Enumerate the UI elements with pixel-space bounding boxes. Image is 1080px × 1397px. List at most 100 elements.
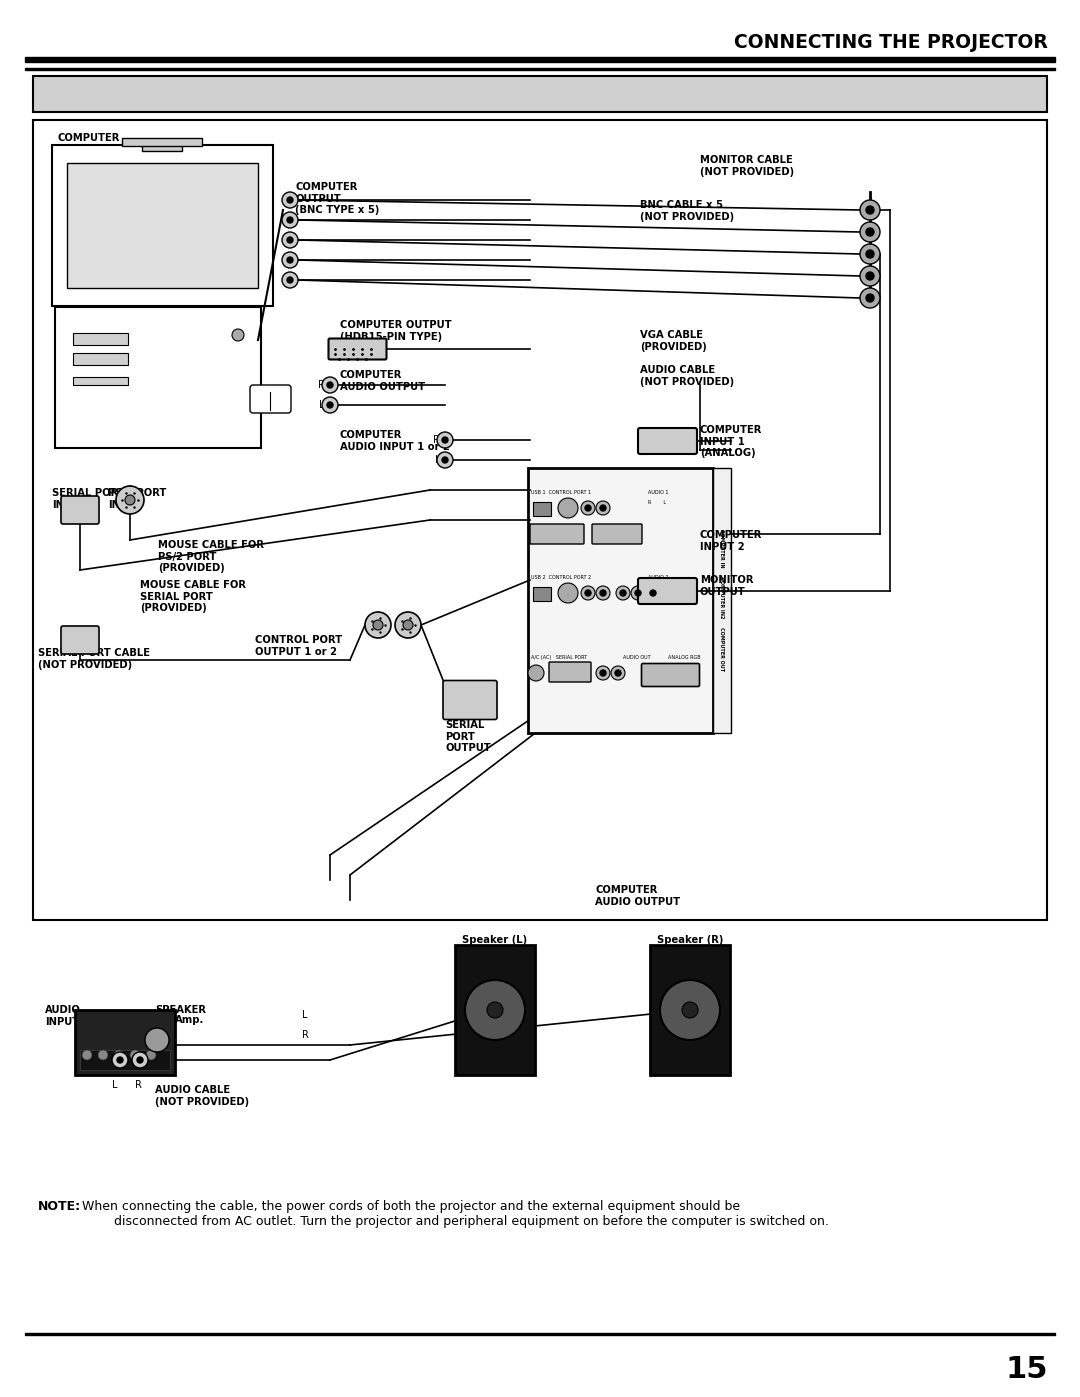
Text: MOUSE CABLE FOR
PS/2 PORT
(PROVIDED): MOUSE CABLE FOR PS/2 PORT (PROVIDED): [158, 541, 264, 573]
Circle shape: [465, 981, 525, 1039]
Circle shape: [437, 432, 453, 448]
Circle shape: [615, 671, 621, 676]
Bar: [75, 1010, 175, 1076]
Bar: [73, 332, 129, 345]
Circle shape: [282, 272, 298, 288]
FancyBboxPatch shape: [642, 664, 700, 686]
Circle shape: [860, 288, 880, 307]
Circle shape: [860, 265, 880, 286]
Circle shape: [646, 585, 660, 599]
FancyBboxPatch shape: [549, 662, 591, 682]
Text: L: L: [320, 400, 325, 409]
Text: COMPUTER
AUDIO OUTPUT: COMPUTER AUDIO OUTPUT: [340, 370, 426, 391]
Text: AUDIO CABLE
(NOT PROVIDED): AUDIO CABLE (NOT PROVIDED): [156, 1085, 249, 1106]
Circle shape: [866, 205, 874, 214]
Circle shape: [132, 1052, 148, 1067]
Circle shape: [596, 585, 610, 599]
FancyBboxPatch shape: [60, 626, 99, 654]
Circle shape: [82, 1051, 92, 1060]
Bar: [713, 468, 731, 733]
Text: SERIAL
PORT
OUTPUT: SERIAL PORT OUTPUT: [445, 719, 490, 753]
Bar: [33, 75, 1047, 112]
Text: R        L: R L: [648, 500, 666, 504]
FancyBboxPatch shape: [530, 524, 584, 543]
Circle shape: [114, 1051, 124, 1060]
Circle shape: [322, 377, 338, 393]
Text: AUDIO 1: AUDIO 1: [648, 490, 669, 495]
Text: DIGITAL: DIGITAL: [593, 528, 612, 534]
Text: COMPUTER
AUDIO INPUT 1 or 2: COMPUTER AUDIO INPUT 1 or 2: [340, 430, 450, 451]
Text: COMPUTER
INPUT 1
(ANALOG): COMPUTER INPUT 1 (ANALOG): [700, 425, 762, 458]
Circle shape: [611, 666, 625, 680]
Circle shape: [327, 402, 333, 408]
Text: VGA CABLE
(PROVIDED): VGA CABLE (PROVIDED): [640, 330, 706, 352]
Text: ANALOG RGB: ANALOG RGB: [669, 655, 701, 659]
Circle shape: [125, 495, 135, 504]
Bar: [528, 468, 713, 733]
Circle shape: [442, 437, 448, 443]
Bar: [73, 377, 129, 386]
Text: CONNECTING AN IBM-COMPATIBLE DESKTOP COMPUTER: CONNECTING AN IBM-COMPATIBLE DESKTOP COM…: [266, 85, 814, 103]
Circle shape: [287, 197, 293, 203]
Circle shape: [660, 981, 720, 1039]
FancyBboxPatch shape: [52, 145, 273, 306]
Bar: [67, 163, 258, 288]
FancyBboxPatch shape: [638, 427, 697, 454]
Text: COMPUTER
OUTPUT
(BNC TYPE x 5): COMPUTER OUTPUT (BNC TYPE x 5): [295, 182, 379, 215]
Text: AUDIO 2: AUDIO 2: [648, 576, 669, 580]
FancyBboxPatch shape: [55, 307, 261, 448]
Circle shape: [282, 212, 298, 228]
Circle shape: [322, 397, 338, 414]
Text: CONTROL PORT
OUTPUT 1 or 2: CONTROL PORT OUTPUT 1 or 2: [255, 636, 342, 657]
Text: AUDIO OUT: AUDIO OUT: [623, 655, 650, 659]
Text: COMPUTER OUTPUT
(HDB15-PIN TYPE): COMPUTER OUTPUT (HDB15-PIN TYPE): [340, 320, 451, 342]
Circle shape: [282, 251, 298, 268]
Text: When connecting the cable, the power cords of both the projector and the externa: When connecting the cable, the power cor…: [78, 1200, 828, 1228]
Text: COMPUTER: COMPUTER: [58, 133, 120, 142]
Circle shape: [600, 671, 606, 676]
Circle shape: [232, 330, 244, 341]
Text: Amp.: Amp.: [175, 1016, 204, 1025]
Circle shape: [650, 590, 656, 597]
Circle shape: [681, 1002, 698, 1018]
Circle shape: [866, 272, 874, 279]
Circle shape: [620, 590, 626, 597]
Circle shape: [116, 486, 144, 514]
Circle shape: [287, 237, 293, 243]
Circle shape: [860, 244, 880, 264]
Text: R: R: [301, 1030, 309, 1039]
Circle shape: [130, 1051, 140, 1060]
Circle shape: [616, 585, 630, 599]
FancyBboxPatch shape: [592, 524, 642, 543]
Circle shape: [631, 585, 645, 599]
Circle shape: [403, 620, 413, 630]
Text: MOUSE CABLE FOR
SERIAL PORT
(PROVIDED): MOUSE CABLE FOR SERIAL PORT (PROVIDED): [140, 580, 246, 613]
Text: R: R: [135, 1080, 141, 1090]
Text: AUDIO
INPUT: AUDIO INPUT: [45, 1004, 81, 1027]
FancyBboxPatch shape: [443, 680, 497, 719]
Bar: [534, 502, 551, 515]
Circle shape: [581, 585, 595, 599]
Circle shape: [112, 1052, 129, 1067]
Text: NOTE:: NOTE:: [38, 1200, 81, 1213]
Circle shape: [596, 502, 610, 515]
Circle shape: [487, 1002, 503, 1018]
Text: AUDIO CABLE
(NOT PROVIDED): AUDIO CABLE (NOT PROVIDED): [640, 365, 734, 387]
Circle shape: [558, 583, 578, 604]
Circle shape: [585, 590, 591, 597]
Circle shape: [600, 504, 606, 511]
Text: COMPUTER
AUDIO OUTPUT: COMPUTER AUDIO OUTPUT: [595, 886, 680, 907]
Bar: [25, 1333, 1055, 1336]
FancyBboxPatch shape: [328, 338, 387, 359]
Bar: [25, 68, 1055, 70]
Circle shape: [866, 293, 874, 302]
Circle shape: [860, 200, 880, 219]
Circle shape: [145, 1028, 168, 1052]
Text: ANALOG: ANALOG: [531, 528, 552, 534]
Text: USB 1  CONTROL PORT 1: USB 1 CONTROL PORT 1: [531, 490, 591, 495]
Text: SERIAL PORT CABLE
(NOT PROVIDED): SERIAL PORT CABLE (NOT PROVIDED): [38, 648, 150, 669]
Circle shape: [327, 381, 333, 388]
Circle shape: [395, 612, 421, 638]
Circle shape: [581, 502, 595, 515]
Circle shape: [600, 590, 606, 597]
